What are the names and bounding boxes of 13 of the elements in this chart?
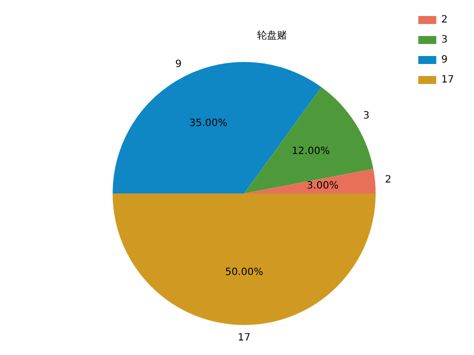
slice-label: 3 [363,110,370,122]
legend-label: 3 [441,34,448,46]
slice-label: 17 [238,332,251,344]
data-label: 3.00% [306,180,339,192]
data-label: 35.00% [189,118,228,129]
slice-label: 2 [384,174,392,186]
legend-label: 2 [441,14,448,26]
data-label: 50.00% [225,266,264,278]
slice-label: 9 [175,59,182,70]
data-label: 12.00% [292,146,330,157]
text: 轮盘赌 [257,30,287,42]
legend-label: 17 [441,74,454,86]
legend-label: 9 [441,54,448,66]
